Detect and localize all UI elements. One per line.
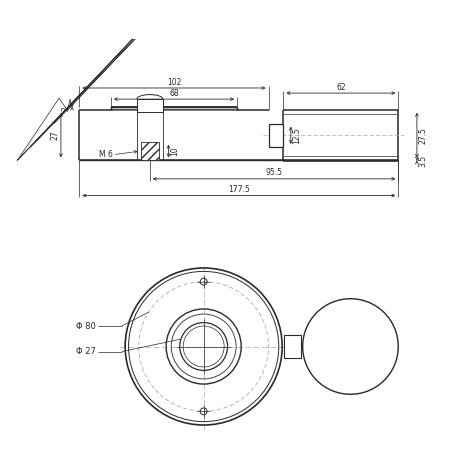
Text: 27: 27 (50, 130, 59, 140)
Text: 68: 68 (169, 89, 179, 98)
Text: Φ 80: Φ 80 (76, 321, 96, 330)
Text: 3.5: 3.5 (418, 154, 427, 166)
Bar (284, 334, 301, 359)
Text: 12.5: 12.5 (292, 127, 302, 144)
Text: 177.5: 177.5 (228, 185, 250, 194)
Text: Φ 27: Φ 27 (76, 347, 96, 356)
Polygon shape (111, 107, 237, 110)
Text: M 6: M 6 (99, 150, 113, 159)
Text: 102: 102 (167, 77, 181, 86)
Text: 27.5: 27.5 (418, 127, 427, 144)
Text: 62: 62 (336, 83, 346, 92)
Bar (137, 99, 163, 112)
Text: 95.5: 95.5 (266, 168, 283, 177)
Text: 2: 2 (62, 106, 71, 111)
Bar (141, 142, 159, 160)
Bar (269, 124, 284, 147)
Text: 10: 10 (170, 146, 179, 156)
